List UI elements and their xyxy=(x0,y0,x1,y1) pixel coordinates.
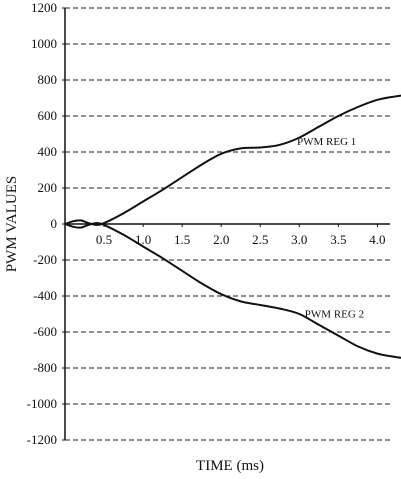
series-lines xyxy=(64,94,401,359)
y-tick-label: -200 xyxy=(33,252,57,267)
series-line-2 xyxy=(64,222,401,359)
y-tick-label: 1200 xyxy=(31,0,57,15)
x-tick-labels: 0.51.01.52.02.53.03.54.04.5 xyxy=(96,232,386,247)
y-axis-title: PWM VALUES xyxy=(4,176,20,273)
y-tick-labels: 1200 1000 800 600 400 200 0 -200 -400 -600 -800 -10… xyxy=(27,0,57,447)
annotations: PWM REG 1 PWM REG 2 xyxy=(297,136,364,321)
axes xyxy=(64,8,390,440)
y-tick-label: 0 xyxy=(51,216,58,231)
x-tick-label: 3.5 xyxy=(330,232,346,247)
series-line-1 xyxy=(64,94,401,226)
y-tick-label: 800 xyxy=(38,72,58,87)
y-tick-label: -400 xyxy=(33,288,57,303)
x-tick-label: 2.5 xyxy=(252,232,268,247)
y-tick-label: -1000 xyxy=(27,396,57,411)
y-tick-label: 1000 xyxy=(31,36,57,51)
series-annotation: PWM REG 2 xyxy=(305,309,364,321)
y-tick-label: -600 xyxy=(33,324,57,339)
x-tick-label: 4.0 xyxy=(369,232,385,247)
y-tick-label: 400 xyxy=(38,144,58,159)
y-tick-label: 600 xyxy=(38,108,58,123)
y-tick-label: 200 xyxy=(38,180,58,195)
x-tick-label: 2.0 xyxy=(213,232,229,247)
y-tick-label: -800 xyxy=(33,360,57,375)
x-axis-title: TIME (ms) xyxy=(196,458,264,474)
series-annotation: PWM REG 1 xyxy=(297,136,356,148)
x-tick-label: 0.5 xyxy=(96,232,112,247)
x-tick-label: 1.5 xyxy=(174,232,190,247)
x-tick-label: 3.0 xyxy=(291,232,307,247)
x-tick-label: 1.0 xyxy=(135,232,151,247)
y-tick-label: -1200 xyxy=(27,432,57,447)
